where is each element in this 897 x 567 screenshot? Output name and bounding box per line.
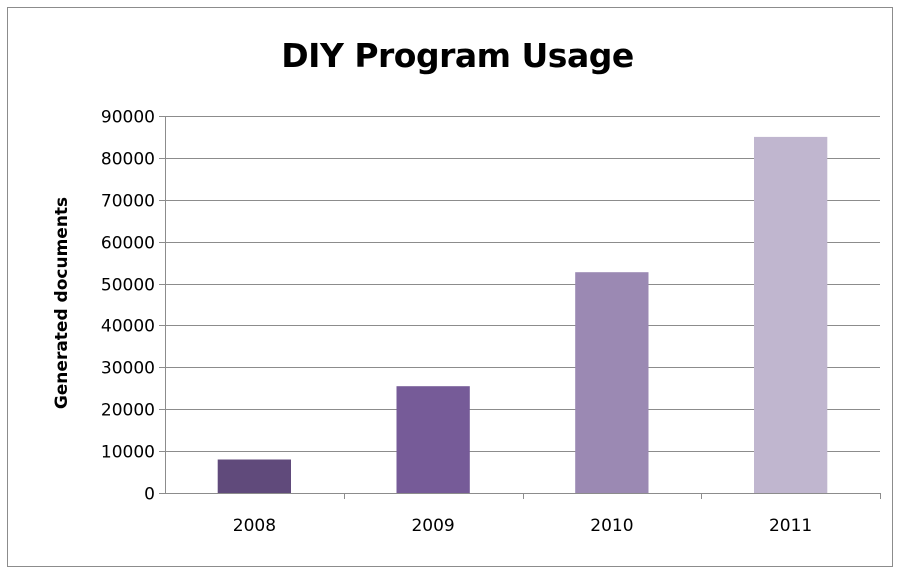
y-tick-label: 30000 [101,359,155,379]
bar-2011 [754,136,828,493]
x-tick-labels: 2008 2009 2010 2011 [233,516,812,536]
y-tick-label: 60000 [101,234,155,254]
y-tick-labels: 0 10000 20000 30000 40000 50000 60000 70000 8000… [101,108,155,505]
bars [217,136,828,493]
bar-2009 [396,386,470,493]
bar-2008 [217,459,291,493]
y-tick-label: 40000 [101,317,155,337]
y-tick-label: 70000 [101,192,155,212]
y-tick-label: 80000 [101,150,155,170]
axes [159,116,881,499]
y-tick-label: 90000 [101,108,155,128]
x-tick-label: 2008 [233,516,276,536]
bar-chart: 0 10000 20000 30000 40000 50000 60000 70000 8000… [52,108,881,536]
y-tick-label: 10000 [101,443,155,463]
bar-2010 [575,272,649,493]
x-tick-label: 2010 [590,516,633,536]
y-axis-title: Generated documents [52,197,72,409]
y-tick-label: 0 [144,485,155,505]
x-tick-label: 2011 [769,516,812,536]
y-tick-label: 20000 [101,401,155,421]
y-tick-label: 50000 [101,276,155,296]
x-tick-label: 2009 [411,516,454,536]
chart-title: DIY Program Usage [281,36,634,75]
